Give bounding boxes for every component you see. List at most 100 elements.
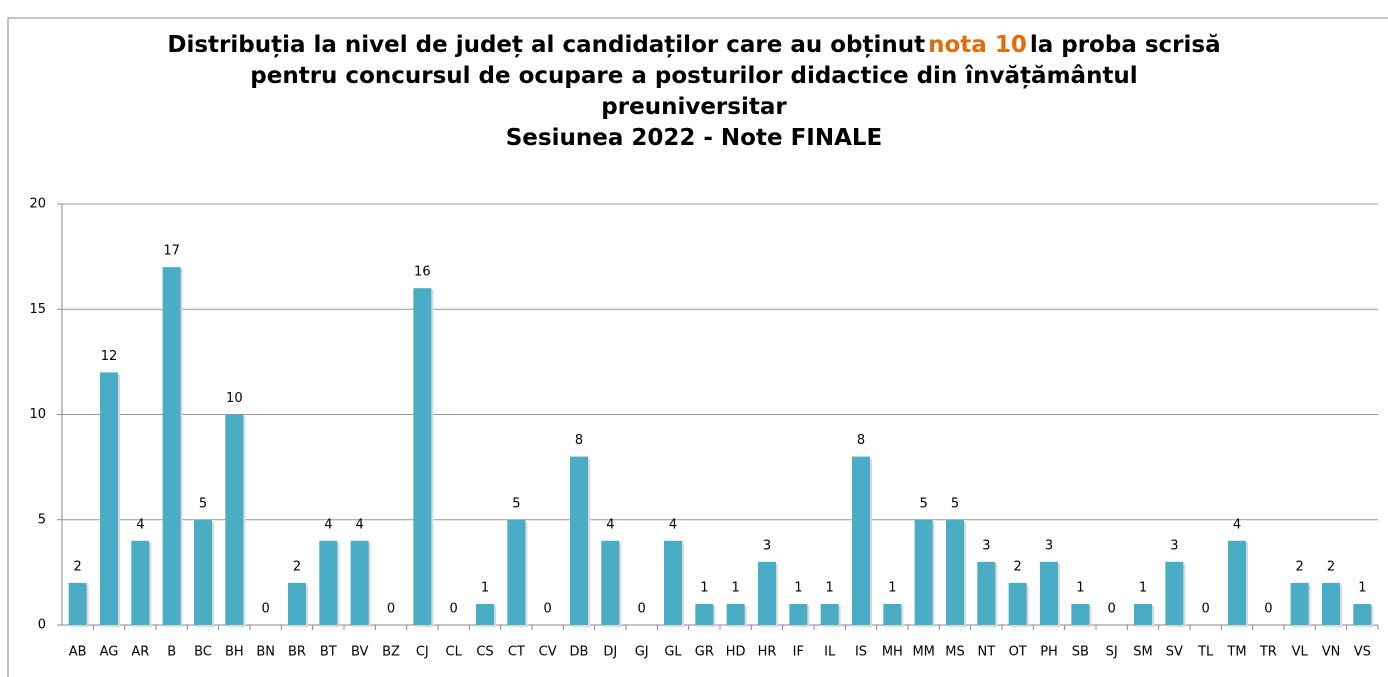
bar [68,582,87,625]
value-label: 4 [669,517,677,532]
bar [194,519,212,625]
bar [1353,603,1372,625]
title-line: pentru concursul de ocupare a posturilor… [250,63,1138,89]
x-tick-label: VN [1322,645,1341,660]
x-tick-label: B [167,645,176,660]
value-label: 1 [1139,580,1147,595]
bar [413,288,432,625]
title-part: la proba scrisă [1029,32,1221,58]
x-tick-label: CL [446,645,463,660]
x-tick-label: NT [977,645,995,660]
value-label: 4 [1233,517,1241,532]
x-tick-label: SJ [1106,645,1118,660]
value-label: 5 [920,496,928,511]
y-tick-label: 10 [29,407,46,422]
value-label: 1 [700,580,708,595]
value-label: 8 [575,433,583,448]
value-label: 1 [826,580,834,595]
value-label: 2 [293,559,301,574]
value-label: 0 [1202,602,1210,617]
subtitle: Sesiunea 2022 - Note FINALE [505,125,883,151]
bar [601,540,620,625]
value-label: 16 [414,265,431,280]
value-label: 3 [1045,538,1053,553]
x-tick-label: CV [539,645,557,660]
value-label: 1 [732,580,740,595]
value-label: 4 [356,517,364,532]
x-tick-label: IL [824,645,836,660]
bar [350,540,369,625]
value-label: 0 [544,602,552,617]
x-tick-label: AG [100,645,119,660]
value-label: 10 [226,391,243,406]
value-label: 2 [1014,559,1022,574]
value-label: 3 [982,538,990,553]
bar [977,561,996,625]
value-label: 0 [450,602,458,617]
bar [1228,540,1246,625]
x-tick-label: GR [695,645,714,660]
bar [758,561,776,625]
bar [852,456,870,625]
x-tick-label: BV [351,645,369,660]
x-tick-label: TR [1259,645,1277,660]
y-tick-label: 5 [38,512,46,527]
value-label: 3 [763,538,771,553]
chart-title: Distribuția la nivel de județ al candida… [0,30,1388,154]
bar [914,519,933,625]
x-tick-label: CS [476,645,493,660]
value-label: 4 [324,517,332,532]
bar [225,414,244,625]
x-tick-label: GJ [635,645,649,660]
x-tick-label: SM [1133,645,1152,660]
value-label: 2 [1327,559,1335,574]
x-tick-label: HD [726,645,746,660]
bar [1008,582,1027,625]
x-tick-label: DB [570,645,589,660]
bar [319,540,338,625]
bar [664,540,682,625]
value-label: 2 [74,559,82,574]
x-tick-label: IS [855,645,867,660]
bar [695,603,714,625]
value-label: 5 [512,496,520,511]
bar [100,372,118,625]
bar [476,603,494,625]
x-tick-label: TM [1226,645,1246,660]
bar [1290,582,1309,625]
value-label: 1 [481,580,489,595]
x-tick-label: MS [945,645,964,660]
value-label: 0 [638,602,646,617]
y-tick-label: 20 [29,197,46,212]
x-tick-label: HR [758,645,777,660]
y-tick-label: 0 [38,618,46,633]
bar [288,582,306,625]
value-label: 8 [857,433,865,448]
x-tick-label: OT [1009,645,1027,660]
title-highlight: nota 10 [928,32,1027,58]
x-tick-label: GL [664,645,682,660]
value-label: 0 [1108,602,1116,617]
x-tick-label: AB [69,645,87,660]
value-label: 3 [1170,538,1178,553]
x-tick-label: VL [1292,645,1309,660]
x-tick-label: BH [225,645,244,660]
x-tick-label: MM [912,645,934,660]
value-label: 0 [387,602,395,617]
x-tick-label: SV [1166,645,1183,660]
x-tick-label: MH [882,645,903,660]
value-label: 12 [101,349,118,364]
x-tick-label: BZ [382,645,400,660]
bar [820,603,839,625]
x-tick-label: CT [508,645,525,660]
value-label: 5 [199,496,207,511]
x-tick-label: VS [1354,645,1371,660]
bar [789,603,808,625]
title-line: Distribuția la nivel de județ al candida… [0,30,1388,61]
title-line: preuniversitar [601,94,787,120]
chart-frame [7,17,1388,677]
x-tick-label: BN [256,645,275,660]
x-tick-label: DJ [603,645,617,660]
